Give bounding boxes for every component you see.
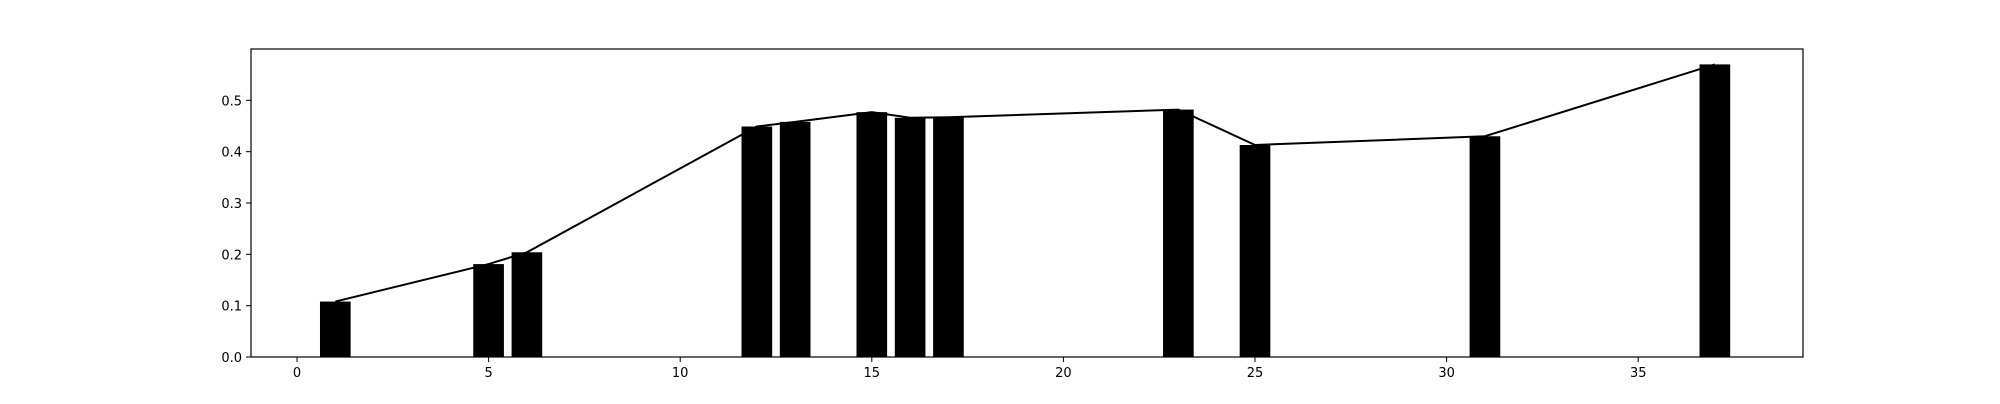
bar: [1699, 64, 1731, 358]
x-tick-label: 15: [864, 366, 881, 381]
bar: [741, 126, 773, 357]
y-tick-label: 0.1: [221, 300, 242, 315]
bar: [1239, 144, 1271, 357]
x-tick-label: 5: [484, 366, 492, 381]
y-axis-ticks: 0.0 0.1 0.2 0.3 0.4 0.5: [221, 94, 251, 366]
bar: [894, 117, 926, 357]
x-axis-ticks: 0 5 10 15 20 25 30 35: [293, 357, 1647, 381]
y-tick-label: 0.0: [221, 351, 242, 366]
x-tick-label: 0: [293, 366, 301, 381]
y-tick-label: 0.2: [221, 248, 242, 263]
x-tick-label: 10: [672, 366, 689, 381]
series-line: [335, 63, 1716, 303]
y-tick-label: 0.4: [221, 146, 242, 161]
x-tick-label: 25: [1247, 366, 1264, 381]
x-tick-label: 35: [1630, 366, 1647, 381]
bar: [473, 264, 504, 357]
bar: [933, 117, 964, 357]
y-tick-label: 0.5: [221, 94, 242, 109]
bar: [779, 121, 811, 357]
x-tick-label: 20: [1055, 366, 1072, 381]
bar: [1163, 109, 1194, 357]
line-layer: [335, 63, 1716, 303]
x-tick-label: 30: [1438, 366, 1455, 381]
bar: [1469, 136, 1501, 357]
y-tick-label: 0.3: [221, 197, 242, 212]
bar: [856, 112, 888, 357]
bar: [511, 252, 543, 357]
bars-group: [319, 64, 1731, 358]
bar: [319, 301, 351, 357]
plot-frame: [250, 48, 1804, 358]
